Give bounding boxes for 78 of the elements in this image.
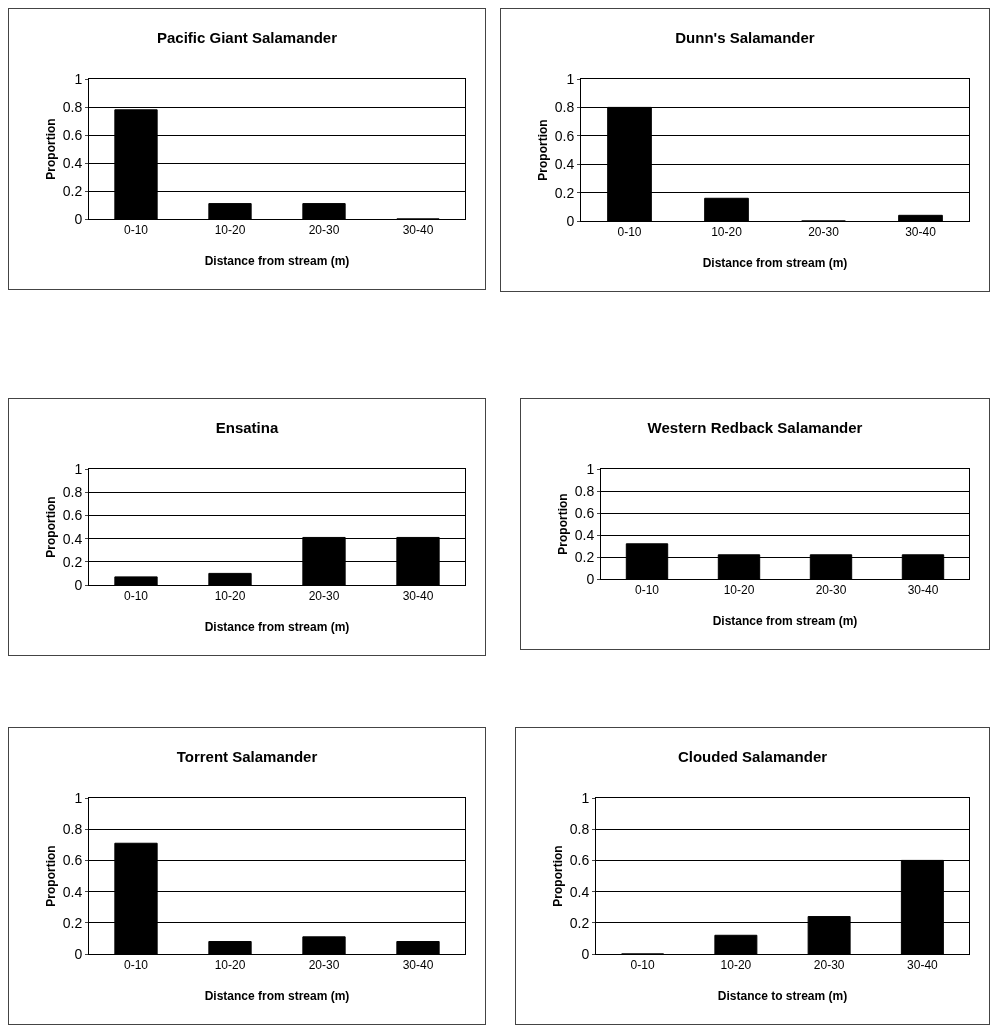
x-tick-label: 10-20 — [723, 583, 755, 598]
y-tick-label: 0.6 — [62, 507, 83, 524]
y-tick-label: 0.8 — [62, 484, 83, 501]
y-tick-label: 0.6 — [569, 852, 590, 869]
chart-title: Ensatina — [215, 418, 279, 436]
y-tick-label: 0.8 — [554, 99, 575, 116]
y-tick-label: 0.4 — [574, 526, 595, 543]
y-axis-title: Proportion — [44, 845, 58, 907]
x-tick-label: 0-10 — [123, 958, 149, 973]
y-tick-label: 0.4 — [62, 154, 83, 171]
x-axis-title: Distance to stream (m) — [717, 989, 848, 1003]
x-tick-label: 10-20 — [214, 589, 246, 604]
x-tick-label: 0-10 — [617, 225, 642, 240]
y-tick-label: 0.2 — [574, 548, 595, 565]
y-tick-label: 0 — [581, 945, 590, 962]
x-tick-label: 20-30 — [308, 223, 340, 238]
x-tick-label: 20-30 — [815, 583, 847, 598]
y-tick-label: 0.4 — [554, 156, 575, 173]
x-tick-label: 20-30 — [308, 958, 340, 973]
x-tick-label: 30-40 — [402, 223, 434, 238]
y-tick-label: 0.6 — [574, 504, 595, 521]
y-tick-label: 0.8 — [62, 821, 83, 838]
x-tick-label: 10-20 — [711, 225, 743, 240]
x-axis-title: Distance from stream (m) — [204, 989, 350, 1003]
chart-title: Pacific Giant Salamander — [156, 29, 338, 47]
x-axis-title: Distance from stream (m) — [712, 614, 858, 628]
y-tick-label: 1 — [74, 460, 83, 477]
y-axis-title: Proportion — [551, 845, 565, 907]
x-tick-label: 10-20 — [214, 958, 246, 973]
y-tick-label: 0.6 — [554, 127, 575, 144]
y-tick-label: 1 — [581, 789, 590, 806]
y-tick-label: 0 — [74, 945, 83, 962]
y-tick-label: 0.2 — [554, 184, 575, 201]
y-tick-label: 0 — [74, 210, 83, 227]
y-tick-label: 0.4 — [62, 883, 83, 900]
chart-title: Clouded Salamander — [677, 748, 828, 766]
y-tick-label: 0.4 — [569, 883, 590, 900]
x-tick-label: 30-40 — [905, 225, 937, 240]
y-tick-label: 0.2 — [62, 914, 83, 931]
y-tick-label: 1 — [586, 460, 595, 477]
y-tick-label: 0 — [74, 576, 83, 593]
y-tick-label: 0.2 — [62, 182, 83, 199]
x-axis-title: Distance from stream (m) — [204, 254, 350, 268]
x-tick-label: 20-30 — [813, 958, 845, 973]
y-tick-label: 1 — [74, 70, 83, 87]
x-tick-label: 0-10 — [123, 223, 149, 238]
y-tick-label: 0.2 — [62, 553, 83, 570]
y-tick-label: 0.2 — [569, 914, 590, 931]
y-tick-label: 0.8 — [574, 482, 595, 499]
x-tick-label: 0-10 — [634, 583, 660, 598]
x-tick-label: 0-10 — [630, 958, 655, 973]
y-tick-label: 1 — [74, 789, 83, 806]
chart-title: Western Redback Salamander — [647, 418, 863, 436]
x-tick-label: 30-40 — [907, 958, 939, 973]
x-tick-label: 30-40 — [907, 583, 939, 598]
x-tick-label: 30-40 — [402, 589, 434, 604]
y-tick-label: 0.6 — [62, 852, 83, 869]
y-tick-label: 0.8 — [569, 821, 590, 838]
x-tick-label: 20-30 — [308, 589, 340, 604]
y-axis-title: Proportion — [44, 118, 58, 180]
x-tick-label: 0-10 — [123, 589, 149, 604]
y-tick-label: 0 — [566, 212, 575, 229]
x-axis-title: Distance from stream (m) — [702, 256, 848, 270]
y-tick-label: 0.4 — [62, 530, 83, 547]
x-axis-title: Distance from stream (m) — [204, 620, 350, 634]
chart-title: Dunn's Salamander — [675, 29, 815, 47]
y-tick-label: 0 — [586, 570, 595, 587]
y-tick-label: 0.8 — [62, 98, 83, 115]
x-tick-label: 20-30 — [808, 225, 840, 240]
x-tick-label: 10-20 — [214, 223, 246, 238]
chart-title: Torrent Salamander — [176, 748, 318, 766]
y-tick-label: 1 — [566, 70, 575, 87]
y-tick-label: 0.6 — [62, 126, 83, 143]
x-tick-label: 30-40 — [402, 958, 434, 973]
y-axis-title: Proportion — [556, 493, 570, 555]
x-tick-label: 10-20 — [720, 958, 752, 973]
y-axis-title: Proportion — [536, 119, 550, 181]
y-axis-title: Proportion — [44, 496, 58, 558]
